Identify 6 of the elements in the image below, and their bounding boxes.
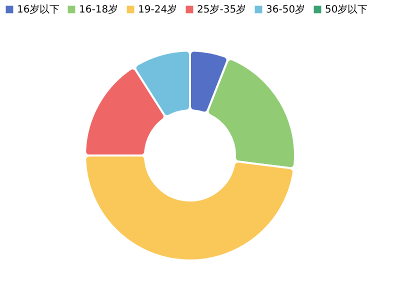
legend-label: 25岁-35岁: [197, 4, 246, 16]
legend-label: 50岁以下: [325, 4, 368, 16]
legend-label: 16-18岁: [79, 4, 118, 16]
legend-label: 19-24岁: [138, 4, 178, 16]
legend-label: 16岁以下: [17, 4, 60, 16]
legend-label: 36-50岁: [266, 4, 306, 16]
